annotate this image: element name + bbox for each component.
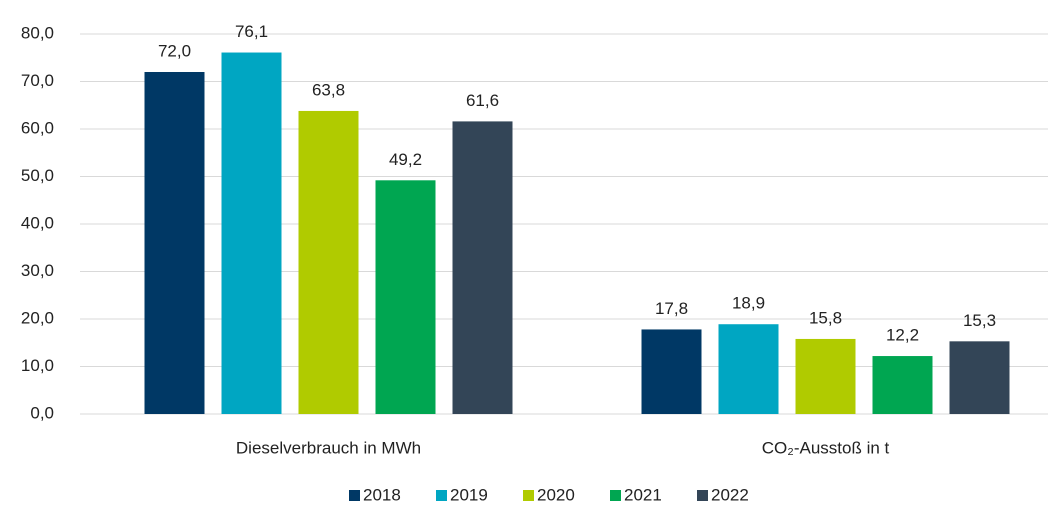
bar [452,121,513,415]
value-label: 17,8 [655,299,688,318]
value-label: 63,8 [312,80,345,99]
y-tick-label: 60,0 [21,118,54,137]
bar [872,356,933,414]
legend-label: 2018 [363,485,401,504]
y-tick-label: 30,0 [21,261,54,280]
value-label: 18,9 [732,294,765,313]
bar [144,72,205,414]
x-tick-label: Dieselverbrauch in MWh [236,438,421,457]
value-label: 72,0 [158,41,191,60]
y-tick-label: 70,0 [21,71,54,90]
y-tick-label: 80,0 [21,23,54,42]
bar [949,341,1010,414]
legend-swatch [523,490,534,501]
value-label: 12,2 [886,326,919,345]
bar [641,329,702,414]
value-label: 15,3 [963,311,996,330]
legend-label: 2019 [450,485,488,504]
y-tick-label: 10,0 [21,356,54,375]
bar [718,324,779,414]
value-label: 15,8 [809,308,842,327]
legend-label: 2022 [711,485,749,504]
bar [298,110,359,414]
legend-label: 2020 [537,485,575,504]
legend-swatch [349,490,360,501]
value-label: 49,2 [389,150,422,169]
legend-label: 2021 [624,485,662,504]
value-label: 61,6 [466,91,499,110]
legend-swatch [610,490,621,501]
bar [795,338,856,414]
value-label: 76,1 [235,22,268,41]
bar [221,52,282,415]
y-tick-label: 50,0 [21,166,54,185]
x-tick-label: CO₂-Ausstoß in t [762,438,890,457]
bar [375,180,436,414]
y-tick-label: 40,0 [21,213,54,232]
y-tick-label: 20,0 [21,308,54,327]
legend-swatch [697,490,708,501]
y-tick-label: 0,0 [30,403,54,422]
legend-swatch [436,490,447,501]
